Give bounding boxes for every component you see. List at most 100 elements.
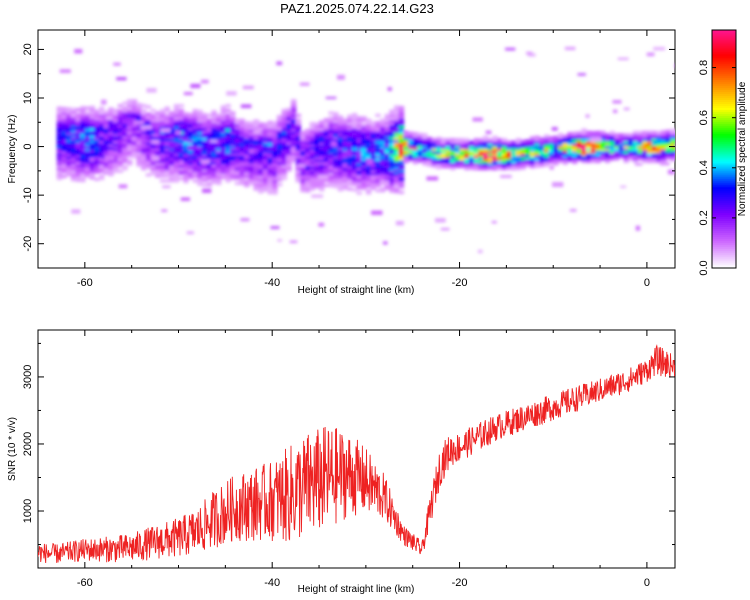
colorbar-step [712,168,736,172]
heatmap-cell [632,152,639,156]
heatmap-cell [356,152,362,156]
heatmap-cell [220,132,227,136]
heatmap-cell [422,147,428,152]
heatmap-cell [89,168,96,173]
heatmap-cell [103,171,110,175]
heatmap-cell [61,138,67,142]
heatmap-cell [665,136,672,141]
heatmap-cell [529,155,536,159]
heatmap-cell [220,117,227,121]
heatmap-cell [192,167,199,171]
heatmap-cell [211,141,217,145]
heatmap-cell [192,133,199,137]
heatmap-cell [155,164,161,169]
heatmap-cell [300,155,306,159]
heatmap-cell [159,145,166,149]
heatmap-cell [426,144,433,148]
heatmap-cell [84,145,91,149]
heatmap-cell [197,117,203,121]
heatmap-cell [323,164,330,168]
heatmap-cell [211,136,217,141]
heatmap-cell [304,179,311,183]
heatmap-cell [141,104,147,108]
heatmap-cell [225,123,231,127]
heatmap-cell [660,132,667,136]
heatmap-cell [202,188,212,193]
heatmap-cell [389,170,395,174]
heatmap-cell [159,169,166,173]
heatmap-cell [482,164,489,169]
heatmap-cell [262,127,269,131]
heatmap-cell [117,152,124,156]
heatmap-cell [398,171,405,175]
heatmap-cell [435,218,446,223]
heatmap-cell [365,142,372,147]
heatmap-cell [585,114,590,118]
heatmap-cell [614,150,620,154]
heatmap-cell [525,151,531,155]
heatmap-cell [126,99,133,103]
heatmap-cell [234,133,241,137]
heatmap-cell [665,144,672,148]
heatmap-cell [112,152,119,156]
heatmap-cell [567,139,573,143]
heatmap-cell [511,157,517,161]
heatmap-cell [186,231,194,235]
heatmap-cell [155,111,161,115]
heatmap-cell [164,157,170,161]
heatmap-cell [384,123,391,127]
colorbar-step [712,194,736,198]
heatmap-cell [501,167,508,171]
heatmap-cell [159,155,166,159]
heatmap-cell [70,144,77,148]
heatmap-cell [89,139,96,143]
heatmap-cell [239,172,245,176]
heatmap-y-axis-label: Frequency (Hz) [7,115,18,184]
heatmap-cell [506,164,512,169]
heatmap-cell [225,108,231,113]
heatmap-cell [539,154,545,158]
heatmap-cell [328,179,334,183]
heatmap-cell [267,152,273,156]
heatmap-cell [356,167,362,171]
heatmap-cell [117,135,124,139]
heatmap-cell [492,138,498,142]
colorbar-step [712,43,736,47]
heatmap-cell [548,141,555,145]
heatmap-cell [342,157,348,161]
heatmap-cell [230,121,236,125]
heatmap-cell [173,159,180,164]
heatmap-cell [393,119,400,124]
heatmap-cell [548,160,555,164]
heatmap-cell [539,159,545,163]
heatmap-cell [141,111,147,115]
heatmap-cell [239,164,245,169]
colorbar-ticks: 0.00.20.40.60.8 [698,60,736,276]
heatmap-cell [370,159,377,164]
heatmap-cell [155,113,161,118]
heatmap-cell [551,127,558,131]
heatmap-cell [248,128,255,132]
heatmap-cell [89,129,96,134]
heatmap-cell [220,156,227,160]
heatmap-cell [239,155,245,159]
heatmap-cell [342,167,348,171]
heatmap-cell [164,133,170,137]
heatmap-cell [487,142,494,147]
heatmap-cell [436,139,442,143]
heatmap-cell [272,138,278,142]
heatmap-cell [389,119,395,123]
heatmap-cell [103,163,110,168]
heatmap-cell [215,147,222,152]
heatmap-cell [117,155,124,159]
heatmap-cell [136,163,142,167]
heatmap-cell [131,140,138,144]
heatmap-cell [333,175,339,179]
heatmap-cell [122,157,128,161]
heatmap-cell [562,159,569,163]
heatmap-cell [173,118,180,122]
heatmap-cell [328,111,334,115]
heatmap-cell [136,124,142,128]
heatmap-cell [248,179,255,183]
heatmap-cell [169,157,175,161]
